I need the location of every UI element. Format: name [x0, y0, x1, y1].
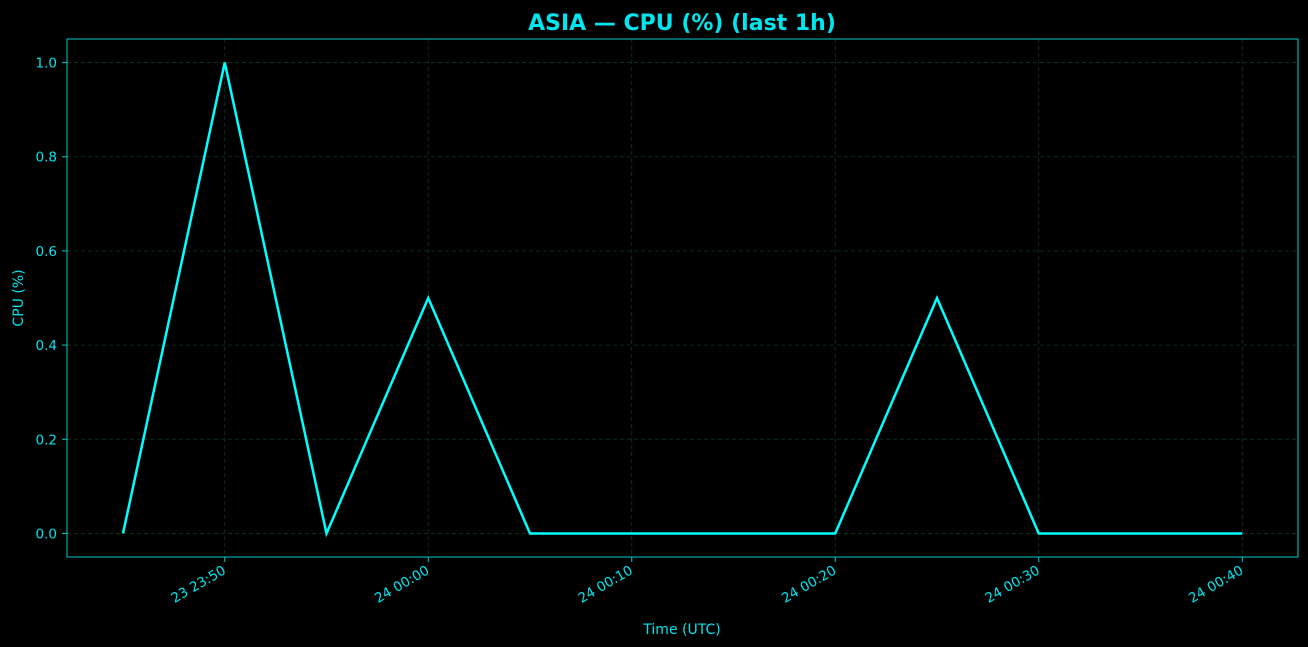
series-group: [121, 62, 1243, 538]
x-tick-label: 23 23:50: [168, 563, 228, 607]
y-axis: 0.0 0.2 0.4 0.6 0.8 1.0: [36, 56, 67, 542]
x-tick-label: 24 00:30: [982, 563, 1042, 607]
x-tick-label: 24 00:20: [779, 563, 839, 607]
y-tick-label: 0.8: [36, 150, 57, 166]
y-tick-label: 0.0: [36, 526, 57, 542]
y-tick-label: 1.0: [36, 56, 57, 72]
grid-lines: [67, 39, 1298, 557]
y-tick-label: 0.4: [36, 338, 57, 354]
y-tick-label: 0.6: [36, 244, 57, 260]
x-tick-label: 24 00:40: [1186, 563, 1246, 607]
x-tick-label: 24 00:10: [575, 563, 635, 607]
plot-frame: [66, 38, 1299, 558]
x-axis: 23 23:50 24 00:00 24 00:10 24 00:20 24 00:30…: [168, 557, 1246, 607]
x-tick-label: 24 00:00: [372, 563, 432, 607]
cpu-series-line: [121, 62, 1243, 538]
x-axis-label: Time (UTC): [642, 622, 720, 638]
chart-title: ASIA — CPU (%) (last 1h): [528, 11, 836, 36]
y-tick-label: 0.2: [36, 432, 57, 448]
y-axis-label: CPU (%): [11, 269, 27, 326]
